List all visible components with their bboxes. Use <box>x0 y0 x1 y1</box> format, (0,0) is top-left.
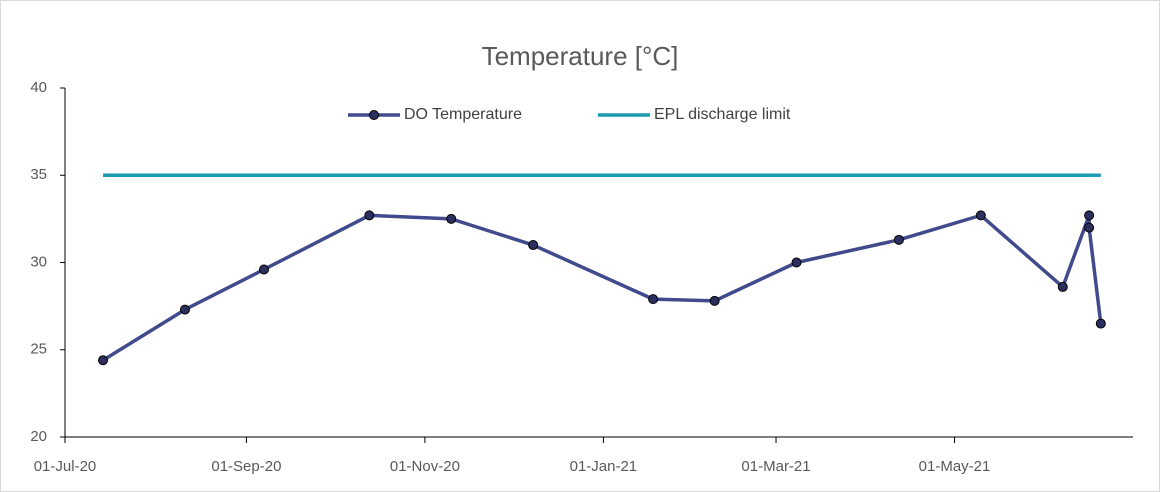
data-point <box>791 257 802 268</box>
data-point <box>98 355 109 366</box>
data-point <box>1084 210 1095 221</box>
data-point <box>364 210 375 221</box>
legend-label: DO Temperature <box>404 106 522 123</box>
data-point <box>446 213 457 224</box>
data-point <box>179 304 190 315</box>
chart-title: Temperature [°C] <box>482 41 679 71</box>
legend-label: EPL discharge limit <box>654 106 791 123</box>
data-point <box>648 294 659 305</box>
data-point <box>1084 222 1095 233</box>
y-tick-label: 30 <box>30 253 47 270</box>
data-point <box>1095 318 1106 329</box>
data-point <box>1057 281 1068 292</box>
y-tick-label: 20 <box>30 428 47 445</box>
x-tick-label: 01-Jan-21 <box>570 458 638 475</box>
x-tick-label: 01-Sep-20 <box>211 458 281 475</box>
y-tick-label: 40 <box>30 79 47 96</box>
data-point <box>709 295 720 306</box>
x-tick-label: 01-Nov-20 <box>390 458 460 475</box>
data-point <box>528 240 539 251</box>
y-tick-label: 25 <box>30 341 47 358</box>
y-tick-label: 35 <box>30 166 47 183</box>
data-point <box>258 264 269 275</box>
data-point <box>893 234 904 245</box>
x-tick-label: 01-May-21 <box>919 458 991 475</box>
legend-marker <box>369 110 379 120</box>
x-tick-label: 01-Jul-20 <box>34 458 97 475</box>
data-point <box>975 210 986 221</box>
x-tick-label: 01-Mar-21 <box>741 458 810 475</box>
